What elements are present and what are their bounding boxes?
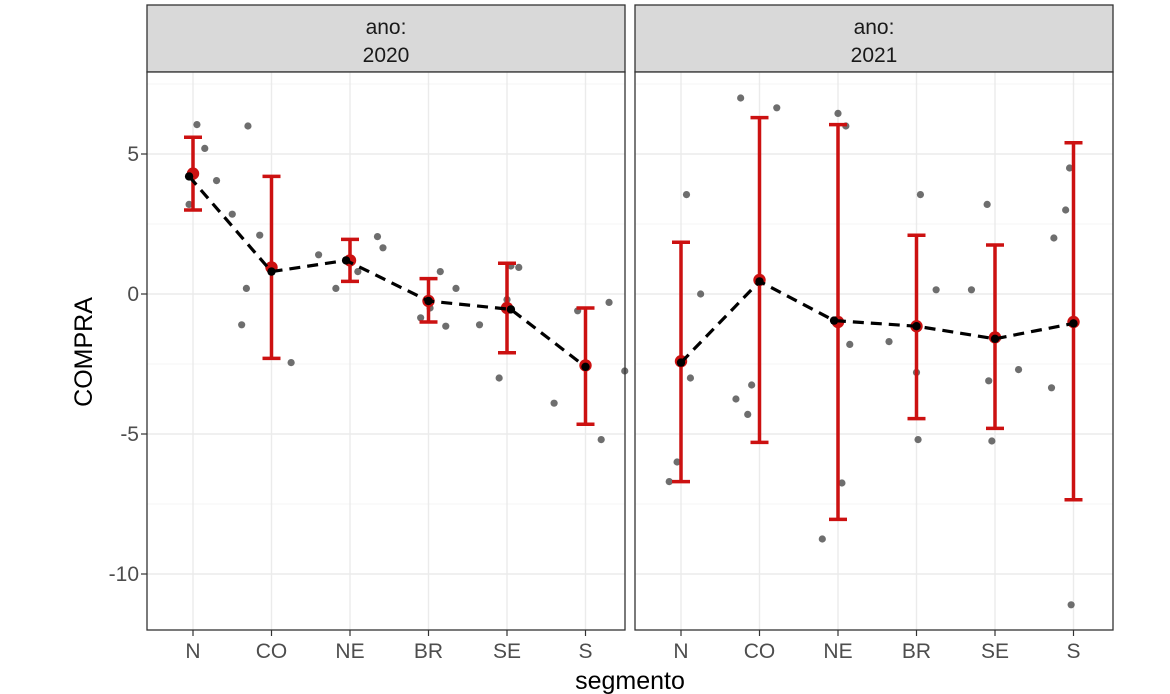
x-tick-label: N [185,640,200,663]
x-tick-label: S [578,640,592,663]
data-point [673,458,681,466]
facet-panel-2020: ano: 2020 N CO NE BR SE S [146,4,629,663]
data-point [242,284,250,292]
x-tick-label: BR [414,640,443,663]
error-bar-N [184,135,202,212]
facet-strip-label: 2020 [363,44,410,67]
data-point [1047,384,1056,392]
data-point [1014,366,1023,374]
data-point [228,210,236,218]
x-tick-label: NE [335,640,364,663]
data-point [682,191,691,199]
data-point [697,290,705,298]
trend-vertex [341,256,351,265]
data-point [238,321,246,329]
data-point [665,478,673,486]
data-point [212,177,221,185]
data-point [818,535,826,543]
data-point [315,251,323,259]
x-tick-label: BR [902,640,931,663]
data-point [773,104,781,112]
facet-strip [634,4,1114,73]
data-point [597,436,605,444]
data-point [988,437,996,445]
data-point [256,231,264,239]
trend-vertex [506,305,516,314]
trend-vertex [267,267,276,276]
data-point [193,121,201,129]
data-point [846,340,854,348]
x-tick-label: NE [823,640,852,663]
data-point [686,374,695,382]
x-tick-label: SE [981,640,1009,663]
y-tick-label: 0 [127,283,139,306]
x-tick-label: SE [493,640,521,663]
x-tick-label: N [673,640,688,663]
data-point [495,374,503,382]
data-point [985,377,993,385]
data-point [354,268,362,276]
panel-border [146,71,626,631]
data-point [515,263,523,271]
data-point [744,410,752,418]
facet-strip-prefix: ano: [366,16,407,39]
data-point [967,286,976,294]
x-tick-label: S [1066,640,1080,663]
data-point [916,191,925,199]
y-tick-label: 5 [127,143,139,166]
facet-strip-label: 2021 [851,44,898,67]
facet-strip-prefix: ano: [854,16,895,39]
data-point [452,284,460,292]
data-point [737,94,745,102]
data-point [244,122,252,130]
x-tick-label: CO [256,640,288,663]
data-point [1065,164,1074,172]
data-point [201,144,209,152]
y-tick-label: -10 [109,563,139,586]
data-point [1062,206,1070,214]
data-point [417,314,425,322]
data-point [885,338,893,346]
trend-vertex [1069,319,1078,328]
panel-border [634,71,1114,631]
data-point [185,200,193,208]
data-point [914,436,922,444]
trend-vertex [755,277,764,286]
data-point [550,399,558,407]
trend-vertex [676,358,686,367]
trend-vertex [581,362,590,371]
data-point [442,322,450,330]
data-point [838,479,846,487]
trend-vertex [912,322,921,331]
y-axis-title: COMPRA [70,297,98,407]
facet-strip [146,4,626,73]
panel-background [147,72,625,630]
data-point [748,381,756,389]
data-point [1050,234,1058,242]
data-point [732,395,740,403]
data-point [287,359,295,367]
data-point [605,298,613,306]
trend-vertex [424,296,433,306]
facet-panel-2021: ano: 2021 N CO NE BR SE S [634,4,1114,663]
trend-vertex [990,334,1000,343]
data-point [379,244,387,252]
x-axis-title: segmento [575,667,685,694]
data-point [475,321,484,329]
data-point [1067,601,1075,609]
data-point [834,109,842,117]
data-point [983,200,991,208]
data-point [932,286,940,294]
mean-trend-line [679,279,1074,364]
panel-background [635,72,1113,630]
data-point [436,268,444,276]
trend-vertex [829,316,839,325]
data-point [332,284,340,292]
x-tick-label: CO [744,640,776,663]
y-tick-label: -5 [120,423,139,446]
trend-vertex [184,172,194,181]
data-point [373,233,382,241]
error-bar-BR [419,276,438,324]
